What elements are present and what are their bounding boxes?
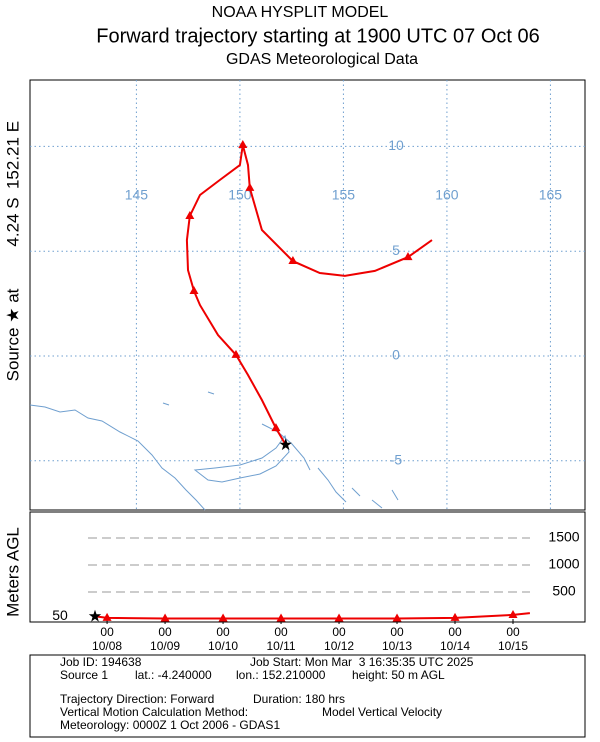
lat-label: -5 <box>390 451 403 467</box>
hour-label: 00 <box>506 625 520 639</box>
trajectory-marker <box>102 612 112 621</box>
trajectory-marker <box>160 613 170 622</box>
info-text: lon.: 152.210000 <box>236 668 326 682</box>
info-text: lat.: -4.240000 <box>135 668 212 682</box>
date-label: 10/15 <box>498 639 528 653</box>
trajectory-marker <box>334 613 344 622</box>
date-label: 10/12 <box>324 639 354 653</box>
info-text: Job Start: Mon Mar 3 16:35:35 UTC 2025 <box>250 655 474 669</box>
lon-label: 160 <box>435 187 459 203</box>
trajectory-marker <box>450 612 460 621</box>
lat-label: 5 <box>392 242 400 258</box>
date-label: 10/08 <box>92 639 122 653</box>
map-frame <box>29 79 586 511</box>
y-tick-label: 500 <box>552 583 576 599</box>
side-label: Source ★ at 4.24 S 152.21 E Meters AGL <box>3 121 22 617</box>
height-frame <box>29 511 586 623</box>
coastline <box>29 391 399 511</box>
coast <box>162 391 215 406</box>
info-text: height: 50 m AGL <box>352 668 445 682</box>
lon-label: 165 <box>539 187 563 203</box>
subtitle: Forward trajectory starting at 1900 UTC … <box>96 25 540 47</box>
trajectory-line <box>185 144 433 446</box>
hour-label: 00 <box>448 625 462 639</box>
date-label: 10/14 <box>440 639 470 653</box>
coast <box>29 404 206 511</box>
info-text: Vertical Motion Calculation Method: <box>60 705 248 719</box>
hour-label: 00 <box>332 625 346 639</box>
info-text: Job ID: 194638 <box>60 655 142 669</box>
trajectory-marker <box>403 252 413 261</box>
coast <box>351 487 399 509</box>
trajectory-marker <box>231 349 241 358</box>
trajectory-marker <box>508 609 518 618</box>
coast <box>193 434 290 483</box>
lat-label: 10 <box>388 137 404 153</box>
hour-label: 00 <box>216 625 230 639</box>
lat-label: 0 <box>392 347 400 363</box>
coast <box>317 467 347 503</box>
title: NOAA HYSPLIT MODEL <box>212 4 389 21</box>
y-tick-label: 1000 <box>548 556 579 572</box>
trajectory-marker <box>189 286 199 295</box>
trajectory-marker <box>288 256 298 265</box>
y-axis-label: Meters AGL <box>3 527 22 617</box>
side-label-part: Source ★ at <box>3 288 22 381</box>
info-text: Duration: 180 hrs <box>253 692 345 706</box>
hour-label: 00 <box>100 625 114 639</box>
info-text: Meteorology: 0000Z 1 Oct 2006 - GDAS1 <box>60 718 280 732</box>
info: Job ID: 194638 Job Start: Mon Mar 3 16:3… <box>60 655 474 732</box>
hour-label: 00 <box>274 625 288 639</box>
trajectory-marker <box>238 139 248 148</box>
hour-label: 00 <box>390 625 404 639</box>
trajectory-marker <box>276 613 286 622</box>
data-source: GDAS Meteorological Data <box>226 51 418 68</box>
y-tick-label: 1500 <box>548 529 579 545</box>
lon-label: 145 <box>125 187 149 203</box>
info-frame <box>29 654 586 738</box>
side-label-part: 152.21 E <box>3 121 22 189</box>
info-text: Model Vertical Velocity <box>322 705 442 719</box>
start-height: 50 <box>52 607 68 623</box>
info-text: Trajectory Direction: Forward <box>60 692 214 706</box>
info-text: Source 1 <box>60 668 108 682</box>
date-label: 10/11 <box>266 639 295 653</box>
trajectory-marker <box>218 613 228 622</box>
trajectory-marker <box>392 613 402 622</box>
source-star <box>279 438 292 451</box>
lon-label: 155 <box>332 187 356 203</box>
date-label: 10/09 <box>150 639 180 653</box>
source-star <box>88 609 102 622</box>
trajectory-marker <box>271 423 281 432</box>
height-line <box>94 612 531 620</box>
trajectory-marker <box>185 210 195 219</box>
date-label: 10/10 <box>208 639 238 653</box>
trajectory-marker <box>245 182 255 191</box>
side-label-part: 4.24 S <box>3 197 22 246</box>
date-label: 10/13 <box>382 639 412 653</box>
hour-label: 00 <box>158 625 172 639</box>
